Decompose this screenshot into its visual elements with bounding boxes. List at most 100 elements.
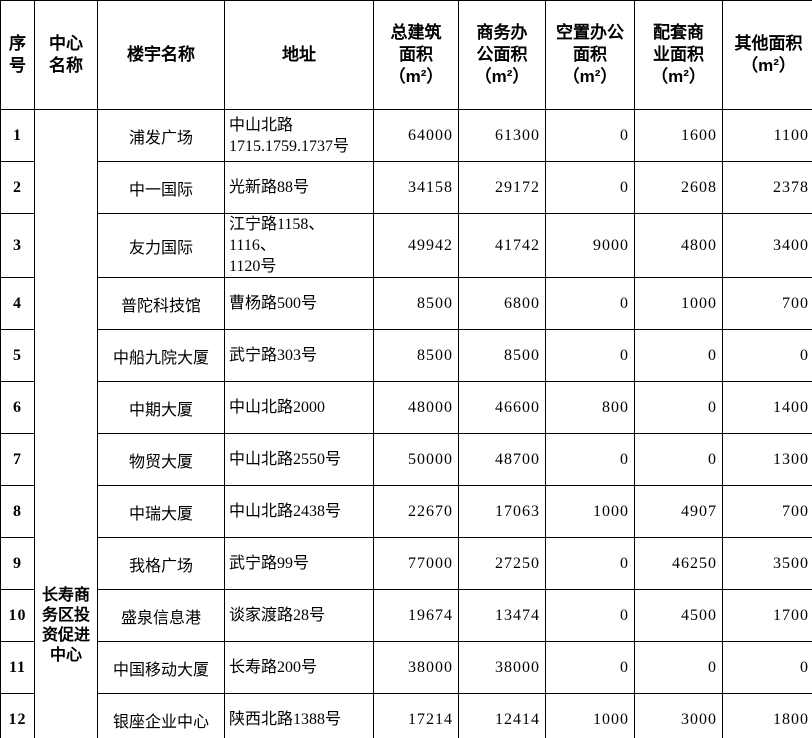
address-cell: 中山北路2438号 [224,485,374,538]
commercial-area-cell: 4800 [634,213,723,278]
other-area-cell: 700 [722,485,812,538]
address-cell: 曹杨路500号 [224,277,374,330]
row-number-cell: 7 [0,433,35,486]
building-name-cell: 物贸大厦 [97,433,225,486]
building-name-cell: 友力国际 [97,213,225,278]
table-row: 7 物贸大厦 中山北路2550号 50000 48700 0 0 1300 [0,433,812,486]
row-number-cell: 4 [0,277,35,330]
commercial-area-cell: 1600 [634,109,723,162]
commercial-area-cell: 0 [634,641,723,694]
office-area-cell: 46600 [458,381,546,434]
table-row: 1 长寿商务区投资促进中心 浦发广场 中山北路 1715.1759.1737号 … [0,109,812,738]
table-row: 5 中船九院大厦 武宁路303号 8500 8500 0 0 0 [0,329,812,382]
other-area-cell: 0 [722,329,812,382]
address-cell: 中山北路 1715.1759.1737号 [224,109,374,162]
header-address: 地址 [224,0,374,110]
office-area-cell: 61300 [458,109,546,162]
vacant-area-cell: 800 [545,381,635,434]
building-name-cell: 中瑞大厦 [97,485,225,538]
table-row: 11 中国移动大厦 长寿路200号 38000 38000 0 0 0 [0,641,812,694]
other-area-cell: 0 [722,641,812,694]
office-area-cell: 6800 [458,277,546,330]
total-area-cell: 8500 [373,277,459,330]
row-number-cell: 12 [0,693,35,738]
commercial-area-cell: 0 [634,381,723,434]
header-total-area: 总建筑 面积 （m²） [373,0,459,110]
row-number-cell: 5 [0,329,35,382]
header-vacant-area: 空置办公 面积 （m²） [545,0,635,110]
office-area-cell: 12414 [458,693,546,738]
vacant-area-cell: 0 [545,537,635,590]
building-name-cell: 浦发广场 [97,109,225,162]
office-area-cell: 38000 [458,641,546,694]
total-area-cell: 8500 [373,329,459,382]
building-name-cell: 银座企业中心 [97,693,225,738]
other-area-cell: 700 [722,277,812,330]
row-number-cell: 9 [0,537,35,590]
vacant-area-cell: 9000 [545,213,635,278]
commercial-area-cell: 4500 [634,589,723,642]
vacant-area-cell: 0 [545,329,635,382]
vacant-area-cell: 1000 [545,693,635,738]
total-area-cell: 17214 [373,693,459,738]
office-area-cell: 17063 [458,485,546,538]
table-row: 4 普陀科技馆 曹杨路500号 8500 6800 0 1000 700 [0,277,812,330]
row-number-cell: 2 [0,161,35,214]
commercial-area-cell: 1000 [634,277,723,330]
office-area-cell: 27250 [458,537,546,590]
header-commercial-area: 配套商 业面积 （m²） [634,0,723,110]
address-cell: 长寿路200号 [224,641,374,694]
other-area-cell: 3400 [722,213,812,278]
total-area-cell: 19674 [373,589,459,642]
row-number-cell: 6 [0,381,35,434]
building-name-cell: 中期大厦 [97,381,225,434]
total-area-cell: 38000 [373,641,459,694]
row-number-cell: 11 [0,641,35,694]
commercial-area-cell: 0 [634,329,723,382]
address-cell: 中山北路2000 [224,381,374,434]
address-cell: 江宁路1158、1116、 1120号 [224,213,374,278]
row-number-cell: 8 [0,485,35,538]
total-area-cell: 34158 [373,161,459,214]
table-row: 3 友力国际 江宁路1158、1116、 1120号 49942 41742 9… [0,213,812,278]
table-row: 10 盛泉信息港 谈家渡路28号 19674 13474 0 4500 1700 [0,589,812,642]
row-number-cell: 10 [0,589,35,642]
vacant-area-cell: 0 [545,589,635,642]
vacant-area-cell: 0 [545,433,635,486]
table-row: 12 银座企业中心 陕西北路1388号 17214 12414 1000 300… [0,693,812,738]
commercial-area-cell: 3000 [634,693,723,738]
header-center-name: 中心 名称 [34,0,98,110]
office-area-cell: 8500 [458,329,546,382]
address-cell: 武宁路303号 [224,329,374,382]
building-name-cell: 盛泉信息港 [97,589,225,642]
center-name-label: 长寿商务区投资促进中心 [42,587,91,664]
other-area-cell: 1400 [722,381,812,434]
total-area-cell: 50000 [373,433,459,486]
building-name-cell: 我格广场 [97,537,225,590]
address-cell: 光新路88号 [224,161,374,214]
table-row: 8 中瑞大厦 中山北路2438号 22670 17063 1000 4907 7… [0,485,812,538]
total-area-cell: 64000 [373,109,459,162]
office-area-cell: 29172 [458,161,546,214]
total-area-cell: 77000 [373,537,459,590]
vacant-area-cell: 0 [545,109,635,162]
table-row: 9 我格广场 武宁路99号 77000 27250 0 46250 3500 [0,537,812,590]
commercial-area-cell: 2608 [634,161,723,214]
vacant-area-cell: 1000 [545,485,635,538]
commercial-area-cell: 4907 [634,485,723,538]
address-cell: 武宁路99号 [224,537,374,590]
total-area-cell: 49942 [373,213,459,278]
header-office-area: 商务办 公面积 （m²） [458,0,546,110]
row-number-cell: 1 [0,109,35,162]
commercial-area-cell: 46250 [634,537,723,590]
header-serial-number: 序 号 [0,0,35,110]
header-other-area: 其他面积 （m²） [722,0,812,110]
vacant-area-cell: 0 [545,277,635,330]
other-area-cell: 3500 [722,537,812,590]
row-number-cell: 3 [0,213,35,278]
other-area-cell: 1100 [722,109,812,162]
building-name-cell: 中船九院大厦 [97,329,225,382]
office-area-cell: 13474 [458,589,546,642]
